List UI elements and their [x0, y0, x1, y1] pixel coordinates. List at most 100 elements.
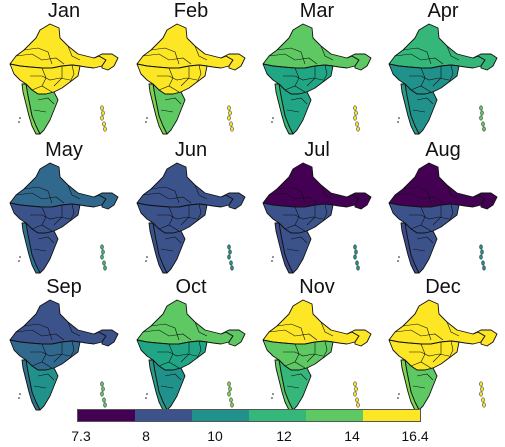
region-central	[262, 63, 334, 95]
island	[19, 393, 21, 395]
state-border	[15, 192, 65, 204]
map-panel: Nov	[255, 276, 379, 416]
island	[146, 256, 148, 258]
state-border	[23, 186, 53, 204]
island	[19, 117, 21, 119]
state-border	[30, 75, 71, 81]
map-panel: May	[2, 139, 126, 279]
month-label: Oct	[175, 276, 207, 298]
state-border	[446, 184, 460, 200]
state-border	[15, 329, 65, 341]
state-border	[432, 205, 442, 226]
island	[353, 105, 357, 111]
month-label: Mar	[299, 0, 335, 22]
island	[101, 386, 105, 392]
state-border	[276, 47, 306, 65]
region-central	[9, 202, 81, 234]
island	[100, 244, 104, 250]
island	[272, 393, 274, 395]
colorbar-segment	[135, 410, 192, 421]
island	[227, 381, 231, 387]
island	[354, 249, 358, 255]
island	[353, 254, 357, 260]
state-border	[150, 47, 180, 65]
map-panel: Jul	[255, 139, 379, 279]
state-border	[284, 85, 306, 93]
region-central	[9, 63, 81, 95]
state-border	[157, 351, 198, 357]
state-border	[284, 224, 306, 232]
island	[480, 386, 484, 392]
region-northeast	[220, 329, 246, 347]
island	[228, 249, 232, 255]
island	[229, 397, 233, 403]
state-border	[196, 203, 202, 222]
state-border	[158, 224, 180, 232]
region-north	[9, 23, 107, 69]
island	[272, 256, 274, 258]
region-north	[9, 299, 107, 345]
state-border	[158, 361, 180, 369]
state-border	[158, 85, 180, 93]
state-border	[157, 75, 198, 81]
region-west-coast	[274, 83, 294, 135]
state-border	[286, 385, 300, 389]
region-west-coast	[21, 359, 41, 411]
state-border	[416, 373, 434, 381]
state-border	[394, 53, 444, 65]
state-border	[409, 214, 450, 220]
state-border	[33, 248, 47, 252]
colorbar-tick-label: 12	[276, 428, 292, 444]
island	[101, 249, 105, 255]
region-northeast	[220, 192, 246, 210]
island	[479, 115, 483, 121]
colorbar-tick-label: 14	[344, 428, 360, 444]
state-border	[69, 203, 75, 222]
region-north	[136, 162, 234, 208]
state-border	[402, 323, 432, 341]
island	[481, 260, 485, 266]
state-border	[268, 53, 318, 65]
state-border	[150, 186, 180, 204]
state-border	[53, 205, 63, 226]
india-map	[262, 162, 372, 274]
india-map	[136, 23, 246, 135]
state-border	[31, 85, 53, 93]
state-border	[448, 64, 454, 83]
state-border	[410, 85, 432, 93]
island	[145, 260, 147, 262]
island	[100, 105, 104, 111]
state-border	[416, 236, 434, 244]
india-map	[9, 23, 119, 135]
region-north	[136, 299, 234, 345]
state-border	[306, 205, 316, 226]
island	[353, 391, 357, 397]
map-panel: Dec	[381, 276, 505, 416]
colorbar-tick-label: 8	[142, 428, 150, 444]
island	[103, 265, 107, 271]
island	[398, 393, 400, 395]
map-panel: Mar	[255, 0, 379, 140]
state-border	[67, 184, 81, 200]
island	[480, 110, 484, 116]
state-border	[69, 64, 75, 83]
region-north	[262, 162, 360, 208]
month-label: Aug	[425, 139, 461, 161]
state-border	[320, 45, 334, 61]
state-border	[284, 361, 306, 369]
state-border	[283, 75, 324, 81]
month-label: May	[45, 139, 83, 161]
island	[100, 381, 104, 387]
island	[229, 121, 233, 127]
region-west-coast	[400, 83, 420, 135]
month-label: Jul	[304, 139, 330, 161]
island	[481, 397, 485, 403]
island	[356, 126, 360, 132]
island	[100, 391, 104, 397]
region-central	[136, 202, 208, 234]
island	[102, 260, 106, 266]
island	[482, 126, 486, 132]
region-north	[388, 23, 486, 69]
state-border	[446, 45, 460, 61]
